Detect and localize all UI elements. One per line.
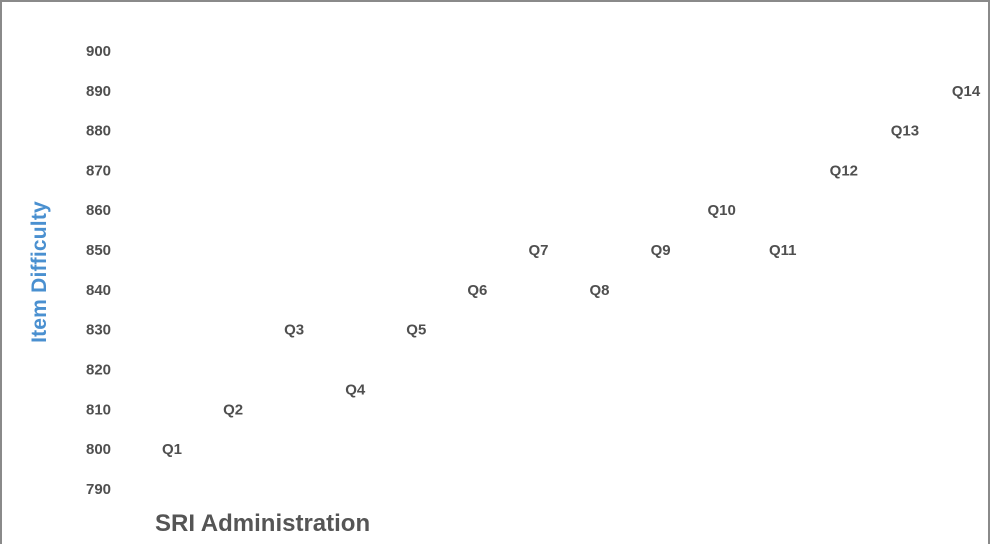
y-tick-label: 820 xyxy=(86,362,111,379)
y-tick-label: 880 xyxy=(86,123,111,140)
data-point-q8: Q8 xyxy=(590,282,610,299)
y-tick-label: 800 xyxy=(86,441,111,458)
x-axis-label: SRI Administration xyxy=(155,510,371,537)
y-tick-label: 870 xyxy=(86,162,111,179)
data-point-q5: Q5 xyxy=(406,322,426,339)
y-tick-label: 810 xyxy=(86,401,111,418)
data-point-q14: Q14 xyxy=(952,83,981,100)
data-point-q11: Q11 xyxy=(769,242,797,259)
data-points: Q1 Q2 Q3 Q4 Q5 Q6 Q7 Q8 Q9 Q10 Q11 Q12 Q13 Q14 xyxy=(162,83,981,458)
data-point-q7: Q7 xyxy=(528,242,548,259)
y-tick-label: 900 xyxy=(86,43,111,60)
y-tick-label: 890 xyxy=(86,83,111,100)
y-axis-label: Item Difficulty xyxy=(28,201,51,343)
y-tick-label: 790 xyxy=(86,481,111,498)
data-point-q9: Q9 xyxy=(651,242,671,259)
data-point-q4: Q4 xyxy=(345,381,366,398)
y-tick-label: 830 xyxy=(86,322,111,339)
y-tick-label: 840 xyxy=(86,282,111,299)
data-point-q1: Q1 xyxy=(162,441,182,458)
data-point-q3: Q3 xyxy=(284,322,304,339)
y-tick-label: 860 xyxy=(86,202,111,219)
data-point-q10: Q10 xyxy=(708,202,736,219)
data-point-q2: Q2 xyxy=(223,401,243,418)
y-tick-label: 850 xyxy=(86,242,111,259)
data-point-q13: Q13 xyxy=(891,123,919,140)
data-point-q12: Q12 xyxy=(830,162,858,179)
y-axis-ticks: 900 890 880 870 860 850 840 830 820 810 800 790 xyxy=(86,43,111,498)
data-point-q6: Q6 xyxy=(467,282,487,299)
